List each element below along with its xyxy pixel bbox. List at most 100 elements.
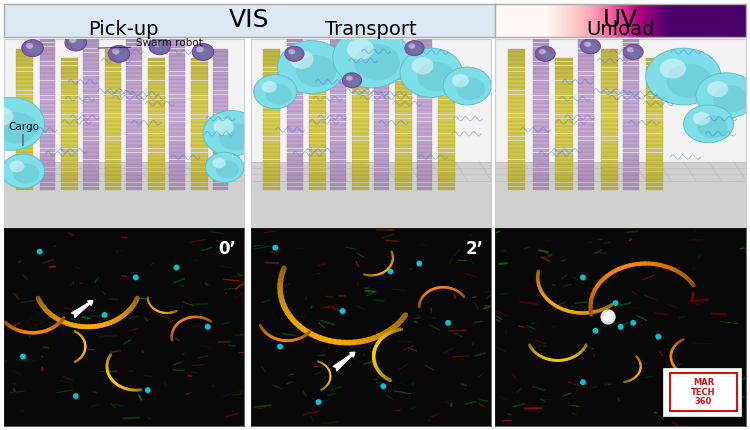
Polygon shape — [331, 37, 346, 41]
Polygon shape — [40, 77, 56, 80]
Polygon shape — [212, 91, 228, 94]
Polygon shape — [62, 73, 78, 77]
Polygon shape — [395, 149, 412, 152]
Polygon shape — [374, 81, 389, 84]
Text: 2’: 2’ — [466, 240, 484, 258]
Polygon shape — [395, 138, 412, 141]
Polygon shape — [601, 187, 618, 190]
Polygon shape — [191, 84, 208, 88]
Polygon shape — [623, 126, 640, 129]
Circle shape — [108, 45, 130, 62]
Polygon shape — [148, 111, 164, 114]
Circle shape — [112, 49, 120, 55]
Polygon shape — [126, 138, 142, 141]
Point — [274, 343, 286, 350]
Point — [590, 327, 602, 334]
Polygon shape — [309, 73, 326, 77]
Polygon shape — [439, 134, 455, 137]
Polygon shape — [555, 149, 573, 152]
Polygon shape — [62, 77, 78, 80]
Polygon shape — [578, 179, 594, 182]
Polygon shape — [104, 95, 122, 98]
Polygon shape — [352, 179, 369, 182]
Circle shape — [623, 44, 644, 59]
Polygon shape — [508, 98, 525, 102]
Polygon shape — [374, 153, 389, 156]
Polygon shape — [16, 163, 32, 167]
Polygon shape — [532, 50, 549, 54]
Polygon shape — [148, 100, 164, 103]
Polygon shape — [62, 62, 78, 65]
Polygon shape — [40, 43, 56, 46]
Polygon shape — [104, 152, 122, 156]
Polygon shape — [126, 107, 142, 111]
Polygon shape — [309, 65, 326, 69]
Polygon shape — [16, 117, 32, 121]
Polygon shape — [331, 60, 346, 64]
Polygon shape — [170, 110, 185, 114]
Polygon shape — [374, 88, 389, 92]
Polygon shape — [646, 88, 663, 92]
Polygon shape — [646, 183, 663, 186]
Circle shape — [698, 115, 728, 138]
Polygon shape — [439, 122, 455, 126]
Polygon shape — [623, 77, 640, 80]
Polygon shape — [646, 107, 663, 111]
Polygon shape — [331, 152, 346, 156]
Polygon shape — [352, 98, 369, 102]
Polygon shape — [623, 107, 640, 111]
Polygon shape — [417, 102, 433, 106]
Polygon shape — [646, 179, 663, 182]
Polygon shape — [555, 69, 573, 73]
Polygon shape — [212, 98, 228, 102]
Polygon shape — [309, 119, 326, 122]
Polygon shape — [170, 80, 185, 83]
Polygon shape — [191, 149, 208, 152]
Polygon shape — [170, 171, 185, 175]
Polygon shape — [508, 117, 525, 121]
Polygon shape — [170, 122, 185, 125]
Polygon shape — [352, 187, 369, 190]
Polygon shape — [83, 83, 98, 87]
Polygon shape — [191, 119, 208, 122]
Polygon shape — [646, 153, 663, 156]
Circle shape — [693, 112, 710, 125]
Polygon shape — [309, 138, 326, 141]
Polygon shape — [439, 141, 455, 144]
Polygon shape — [331, 144, 346, 148]
Polygon shape — [62, 175, 78, 179]
Polygon shape — [395, 77, 412, 80]
Point — [615, 323, 627, 330]
Polygon shape — [508, 87, 525, 90]
Polygon shape — [170, 129, 185, 132]
Polygon shape — [83, 34, 98, 37]
Polygon shape — [508, 110, 525, 114]
Circle shape — [347, 39, 374, 60]
Polygon shape — [578, 87, 594, 90]
Polygon shape — [148, 183, 164, 186]
Polygon shape — [532, 43, 549, 46]
Polygon shape — [331, 183, 346, 186]
FancyBboxPatch shape — [663, 369, 741, 416]
Polygon shape — [191, 172, 208, 175]
Polygon shape — [508, 102, 525, 106]
Circle shape — [457, 77, 485, 100]
Polygon shape — [601, 60, 618, 64]
Polygon shape — [126, 134, 142, 137]
Polygon shape — [439, 119, 455, 122]
Polygon shape — [287, 92, 303, 95]
Polygon shape — [263, 79, 280, 83]
Polygon shape — [170, 114, 185, 117]
Polygon shape — [287, 183, 303, 186]
Point — [98, 311, 110, 318]
Polygon shape — [16, 133, 32, 136]
Polygon shape — [532, 179, 549, 182]
Polygon shape — [40, 126, 56, 129]
Polygon shape — [374, 107, 389, 111]
Polygon shape — [191, 175, 208, 179]
Polygon shape — [374, 130, 389, 133]
Polygon shape — [191, 187, 208, 190]
Polygon shape — [646, 103, 663, 107]
Polygon shape — [40, 160, 56, 163]
Polygon shape — [16, 87, 32, 90]
